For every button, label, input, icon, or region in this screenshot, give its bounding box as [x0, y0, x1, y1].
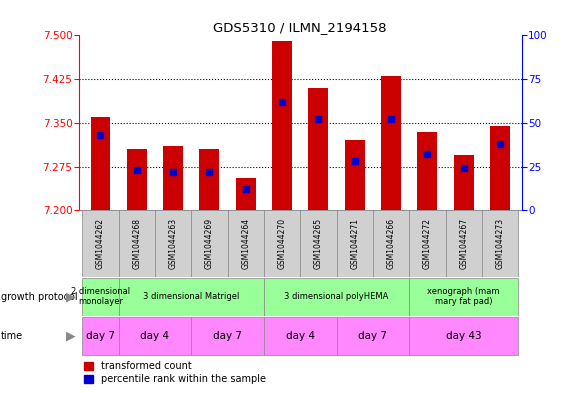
Bar: [264, 210, 300, 277]
Bar: [272, 41, 292, 210]
Bar: [345, 140, 365, 210]
Text: 3 dimensional Matrigel: 3 dimensional Matrigel: [143, 292, 240, 301]
Bar: [82, 210, 119, 277]
Text: GSM1044262: GSM1044262: [96, 218, 105, 269]
Bar: [308, 88, 328, 210]
Bar: [409, 210, 445, 277]
Bar: [409, 278, 518, 316]
Bar: [227, 210, 264, 277]
Text: ▶: ▶: [66, 329, 76, 343]
Bar: [236, 178, 256, 210]
Text: GSM1044265: GSM1044265: [314, 218, 323, 269]
Bar: [490, 126, 510, 210]
Text: GSM1044272: GSM1044272: [423, 218, 432, 269]
Text: GSM1044264: GSM1044264: [241, 218, 250, 269]
Text: 3 dimensional polyHEMA: 3 dimensional polyHEMA: [285, 292, 389, 301]
Text: ▶: ▶: [66, 290, 76, 303]
Bar: [445, 210, 482, 277]
Bar: [417, 132, 437, 210]
Bar: [82, 278, 119, 316]
Text: GSM1044273: GSM1044273: [496, 218, 504, 269]
Text: GSM1044266: GSM1044266: [387, 218, 395, 269]
Bar: [119, 278, 264, 316]
Title: GDS5310 / ILMN_2194158: GDS5310 / ILMN_2194158: [213, 21, 387, 34]
Bar: [381, 76, 401, 210]
Bar: [119, 317, 191, 355]
Text: day 7: day 7: [359, 331, 387, 341]
Text: 2 dimensional
monolayer: 2 dimensional monolayer: [71, 287, 130, 307]
Bar: [336, 210, 373, 277]
Bar: [155, 210, 191, 277]
Bar: [191, 210, 227, 277]
Bar: [90, 117, 111, 210]
Text: day 7: day 7: [86, 331, 115, 341]
Text: GSM1044269: GSM1044269: [205, 218, 214, 269]
Text: GSM1044267: GSM1044267: [459, 218, 468, 269]
Bar: [119, 210, 155, 277]
Bar: [409, 317, 518, 355]
Bar: [264, 317, 336, 355]
Text: day 7: day 7: [213, 331, 242, 341]
Text: growth protocol: growth protocol: [1, 292, 78, 302]
Text: time: time: [1, 331, 23, 341]
Text: day 4: day 4: [286, 331, 315, 341]
Bar: [373, 210, 409, 277]
Bar: [191, 317, 264, 355]
Text: day 4: day 4: [141, 331, 170, 341]
Legend: transformed count, percentile rank within the sample: transformed count, percentile rank withi…: [83, 361, 266, 384]
Bar: [199, 149, 219, 210]
Text: GSM1044271: GSM1044271: [350, 218, 359, 269]
Bar: [127, 149, 147, 210]
Text: GSM1044263: GSM1044263: [168, 218, 178, 269]
Text: day 43: day 43: [446, 331, 482, 341]
Text: GSM1044270: GSM1044270: [278, 218, 287, 269]
Bar: [300, 210, 336, 277]
Bar: [336, 317, 409, 355]
Bar: [264, 278, 409, 316]
Bar: [163, 146, 183, 210]
Text: xenograph (mam
mary fat pad): xenograph (mam mary fat pad): [427, 287, 500, 307]
Text: GSM1044268: GSM1044268: [132, 218, 141, 269]
Bar: [82, 317, 119, 355]
Bar: [482, 210, 518, 277]
Bar: [454, 155, 473, 210]
